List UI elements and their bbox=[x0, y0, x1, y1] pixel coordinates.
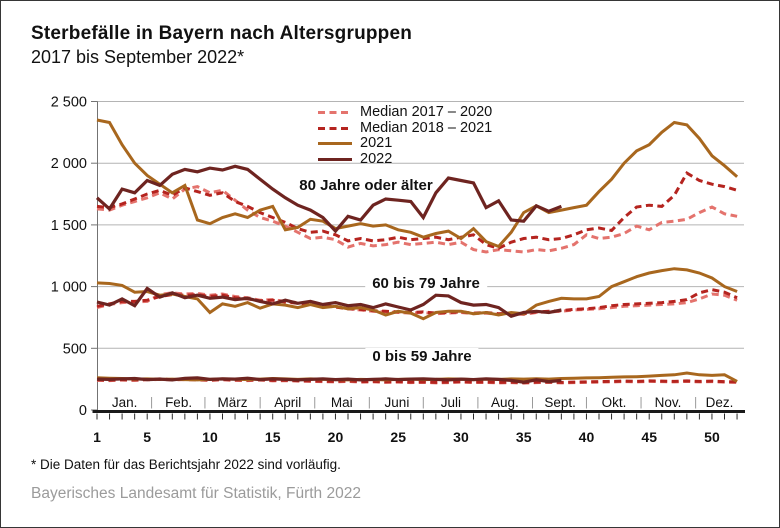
group-label-80plus: 80 Jahre oder älter bbox=[299, 177, 433, 194]
series-line-median_2018_2021-80plus bbox=[96, 171, 738, 250]
month-label: Juni bbox=[385, 395, 410, 410]
legend-label: 2021 bbox=[360, 135, 393, 151]
legend-label: Median 2018 – 2021 bbox=[360, 119, 493, 136]
week-tick-label: 35 bbox=[516, 429, 532, 445]
legend-label: Median 2017 – 2020 bbox=[360, 104, 493, 120]
y-tick-label: 1 000 bbox=[51, 280, 87, 296]
month-label: Sept. bbox=[544, 395, 576, 410]
series-line-y2022-60to79 bbox=[96, 286, 562, 318]
legend-item: Median 2017 – 2020 bbox=[318, 104, 493, 121]
month-label: April bbox=[274, 395, 301, 410]
series-line-y2022-0to59 bbox=[96, 376, 562, 384]
legend-item: 2021 bbox=[318, 135, 492, 152]
month-label: Okt. bbox=[602, 395, 627, 410]
month-label: Aug. bbox=[491, 395, 519, 410]
legend-swatch-median_2018_2021 bbox=[318, 126, 352, 130]
series-line-y2021-80plus bbox=[96, 118, 739, 249]
group-label-0to59: 0 bis 59 Jahre bbox=[365, 348, 479, 365]
series-line-y2021-60to79 bbox=[96, 267, 738, 321]
week-tick-label: 1 bbox=[93, 429, 101, 445]
month-label: Mai bbox=[331, 395, 353, 410]
week-tick-label: 5 bbox=[143, 429, 151, 445]
y-tick-label: 0 bbox=[79, 403, 87, 419]
month-label: Feb. bbox=[165, 395, 192, 410]
week-tick-label: 40 bbox=[579, 429, 595, 445]
week-tick-label: 10 bbox=[202, 429, 218, 445]
week-tick-label: 50 bbox=[704, 429, 720, 445]
legend-swatch-median_2017_2020 bbox=[318, 111, 352, 115]
legend-label: 2022 bbox=[360, 150, 393, 167]
week-tick-label: 20 bbox=[328, 429, 344, 445]
legend-swatch-y2022 bbox=[318, 157, 352, 161]
week-tick-label: 30 bbox=[453, 429, 469, 445]
y-tick-label: 2 000 bbox=[51, 156, 87, 172]
legend-item: Median 2018 – 2021 bbox=[318, 119, 493, 137]
legend-item: 2022 bbox=[318, 150, 492, 168]
chart-subtitle: 2017 bis September 2022* bbox=[31, 47, 245, 67]
y-tick-label: 500 bbox=[63, 341, 87, 357]
y-tick-label: 1 500 bbox=[51, 218, 87, 234]
legend-swatch-y2021 bbox=[318, 142, 352, 146]
month-label: Nov. bbox=[655, 395, 682, 410]
footnote: * Die Daten für das Berichtsjahr 2022 si… bbox=[31, 457, 341, 472]
week-tick-label: 15 bbox=[265, 429, 281, 445]
y-tick-label: 2 500 bbox=[51, 95, 87, 111]
week-tick-label: 25 bbox=[390, 429, 406, 445]
source-attribution: Bayerisches Landesamt für Statistik, Für… bbox=[31, 485, 361, 502]
chart-title: Sterbefälle in Bayern nach Altersgruppen bbox=[31, 23, 413, 44]
week-tick-label: 45 bbox=[641, 429, 657, 445]
month-label: März bbox=[218, 395, 248, 410]
month-label: Dez. bbox=[706, 395, 734, 410]
group-label-60to79: 60 bis 79 Jahre bbox=[365, 275, 487, 292]
series-line-median_2017_2020-80plus bbox=[96, 185, 738, 254]
series-line-y2022-80plus bbox=[95, 164, 562, 234]
month-label: Juli bbox=[441, 395, 461, 410]
month-label: Jan. bbox=[112, 395, 138, 410]
legend: Median 2017 – 2020 Median 2018 – 2021 2021… bbox=[318, 104, 493, 168]
